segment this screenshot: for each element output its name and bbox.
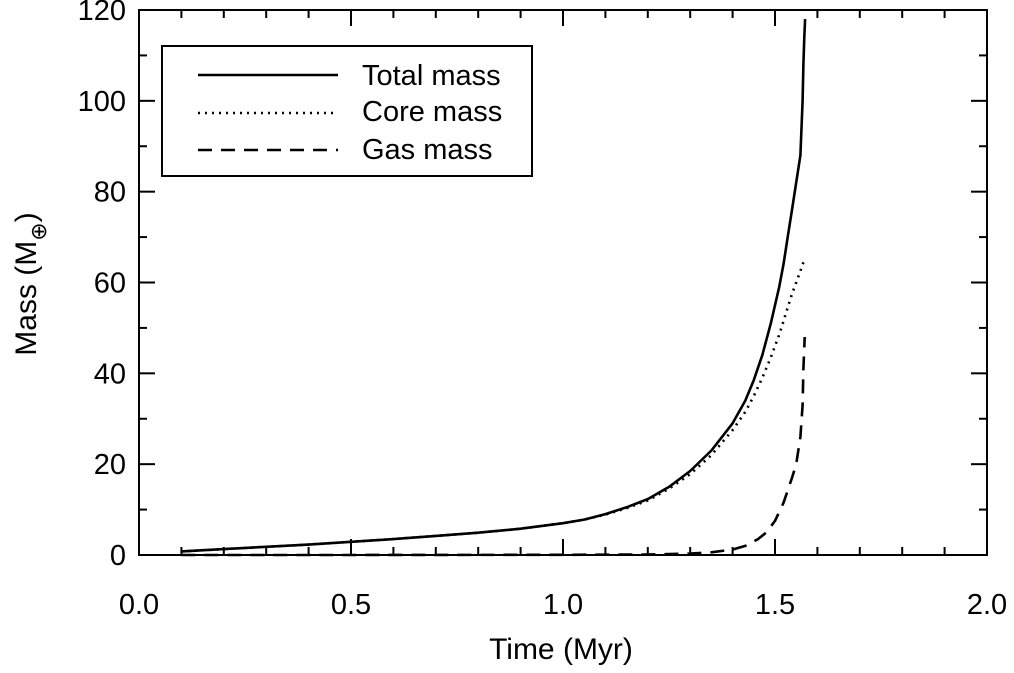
- y-tick-label: 100: [78, 86, 126, 118]
- x-tick-label: 1.0: [543, 589, 583, 621]
- legend-label-gas: Gas mass: [362, 134, 493, 166]
- y-axis-title-main: Mass (M: [10, 241, 43, 356]
- y-axis-title: Mass (M⊕): [10, 212, 51, 355]
- y-tick-label: 80: [94, 177, 126, 209]
- y-tick-label: 0: [110, 540, 126, 572]
- y-tick-label: 60: [94, 268, 126, 300]
- legend-label-core: Core mass: [362, 96, 502, 128]
- plot-lines: [181, 19, 807, 557]
- x-tick-label: 0.0: [119, 589, 159, 621]
- y-tick-label: 20: [94, 449, 126, 481]
- y-tick-label: 40: [94, 358, 126, 390]
- y-axis-title-subscript: ⊕: [26, 222, 51, 240]
- legend: Total mass Core mass Gas mass: [161, 45, 533, 177]
- x-tick-label: 2.0: [967, 589, 1007, 621]
- series-line-total-mass: [181, 19, 807, 553]
- legend-box: [161, 45, 533, 177]
- legend-label-total: Total mass: [362, 60, 501, 92]
- axes: [138, 9, 988, 556]
- series-line-core-mass: [181, 259, 806, 553]
- y-tick-label: 120: [78, 0, 126, 27]
- x-tick-label: 0.5: [331, 589, 371, 621]
- tick-labels: 0.0 0.5 1.0 1.5 2.0 0 20 40 60 80 100 120: [78, 0, 1008, 621]
- x-tick-label: 1.5: [755, 589, 795, 621]
- x-axis-title: Time (Myr): [489, 633, 633, 666]
- y-axis-title-close: ): [10, 212, 43, 222]
- series-line-gas-mass: [181, 336, 806, 557]
- svg-text:Mass (M⊕): Mass (M⊕): [10, 212, 51, 355]
